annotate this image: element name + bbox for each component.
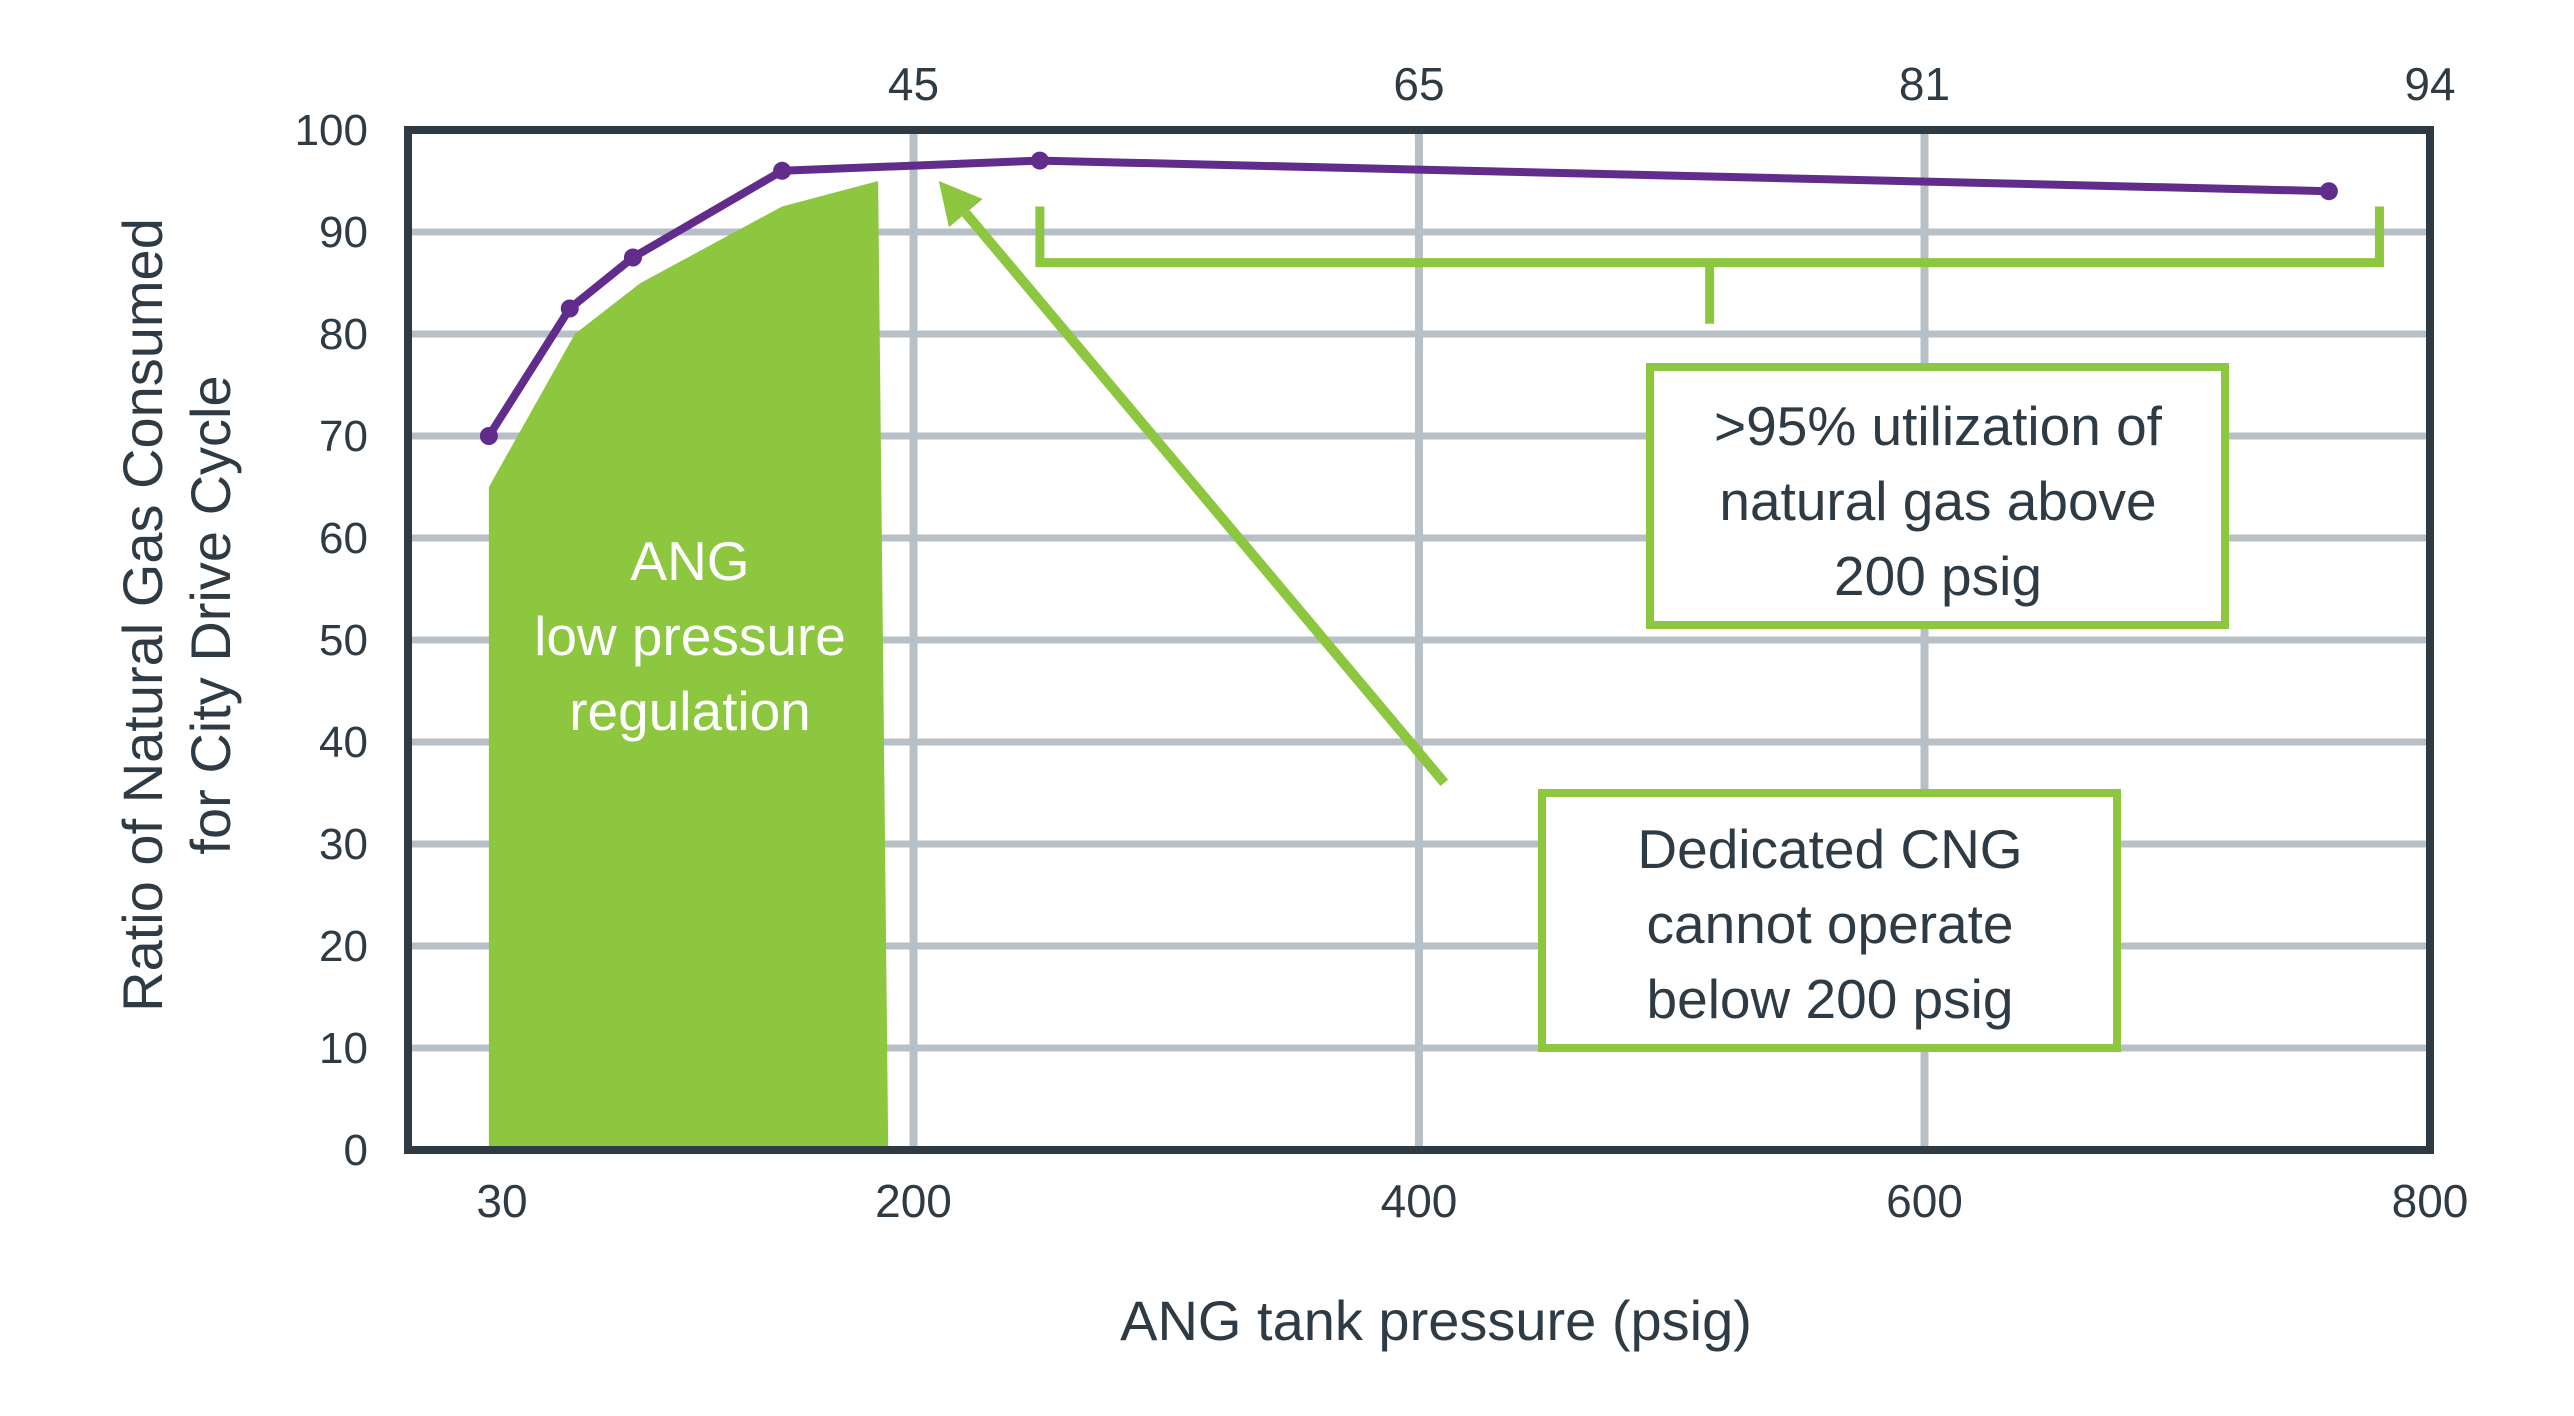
x-tick-labels: 30 200 400 600 800 xyxy=(476,1175,2468,1227)
region-label-line-1: ANG xyxy=(630,530,749,592)
utilization-callout-line-3: 200 psig xyxy=(1834,545,2042,607)
y-tick-80: 80 xyxy=(319,310,368,359)
data-point-2 xyxy=(560,299,579,318)
data-point-6 xyxy=(2319,182,2338,201)
y-tick-labels: 0 10 20 30 40 50 60 70 80 90 100 xyxy=(295,106,368,1175)
y-tick-20: 20 xyxy=(319,922,368,971)
plot-border xyxy=(404,126,2434,1154)
x-tick-400: 400 xyxy=(1381,1175,1458,1227)
top-tick-94: 94 xyxy=(2404,58,2455,110)
region-label-line-3: regulation xyxy=(569,680,811,742)
data-point-3 xyxy=(623,248,642,267)
y-axis-title-line-1: Ratio of Natural Gas Consumed xyxy=(111,218,174,1012)
plot-frame xyxy=(404,126,2434,1154)
y-axis-title: Ratio of Natural Gas Consumed for City D… xyxy=(111,218,242,1012)
top-tick-45: 45 xyxy=(888,58,939,110)
utilization-callout-line-2: natural gas above xyxy=(1719,470,2156,532)
data-point-5 xyxy=(1030,151,1049,170)
annotations: >95% utilization of natural gas above 200 … xyxy=(938,181,2384,1052)
series-line xyxy=(479,151,2338,445)
y-tick-0: 0 xyxy=(344,1126,368,1175)
y-tick-50: 50 xyxy=(319,616,368,665)
region-area xyxy=(488,181,889,1150)
cng-arrow-shaft xyxy=(961,209,1449,787)
region-label-line-2: low pressure xyxy=(534,605,846,667)
y-tick-30: 30 xyxy=(319,820,368,869)
top-tick-labels: 45 65 81 94 xyxy=(888,58,2456,110)
top-tick-81: 81 xyxy=(1899,58,1950,110)
y-tick-100: 100 xyxy=(295,106,368,155)
y-tick-90: 90 xyxy=(319,208,368,257)
y-tick-70: 70 xyxy=(319,412,368,461)
x-axis-title: ANG tank pressure (psig) xyxy=(1120,1289,1752,1352)
y-tick-40: 40 xyxy=(319,718,368,767)
x-tick-600: 600 xyxy=(1886,1175,1963,1227)
cng-callout-line-3: below 200 psig xyxy=(1647,968,2014,1030)
cng-callout-line-2: cannot operate xyxy=(1647,893,2014,955)
ang-low-pressure-region: ANG low pressure regulation xyxy=(488,181,889,1150)
y-tick-10: 10 xyxy=(319,1024,368,1073)
data-point-1 xyxy=(479,427,498,445)
cng-callout-box xyxy=(1538,789,2121,1052)
x-tick-200: 200 xyxy=(875,1175,952,1227)
cng-callout-line-1: Dedicated CNG xyxy=(1637,818,2022,880)
data-point-4 xyxy=(773,161,792,180)
top-tick-65: 65 xyxy=(1393,58,1444,110)
cng-arrow-head xyxy=(938,181,983,228)
utilization-callout-line-1: >95% utilization of xyxy=(1714,395,2163,457)
x-tick-800: 800 xyxy=(2392,1175,2469,1227)
x-tick-30: 30 xyxy=(476,1175,527,1227)
y-tick-60: 60 xyxy=(319,514,368,563)
series-path xyxy=(485,156,2329,439)
y-axis-title-line-2: for City Drive Cycle xyxy=(179,375,242,854)
utilization-callout-box xyxy=(1646,363,2229,629)
